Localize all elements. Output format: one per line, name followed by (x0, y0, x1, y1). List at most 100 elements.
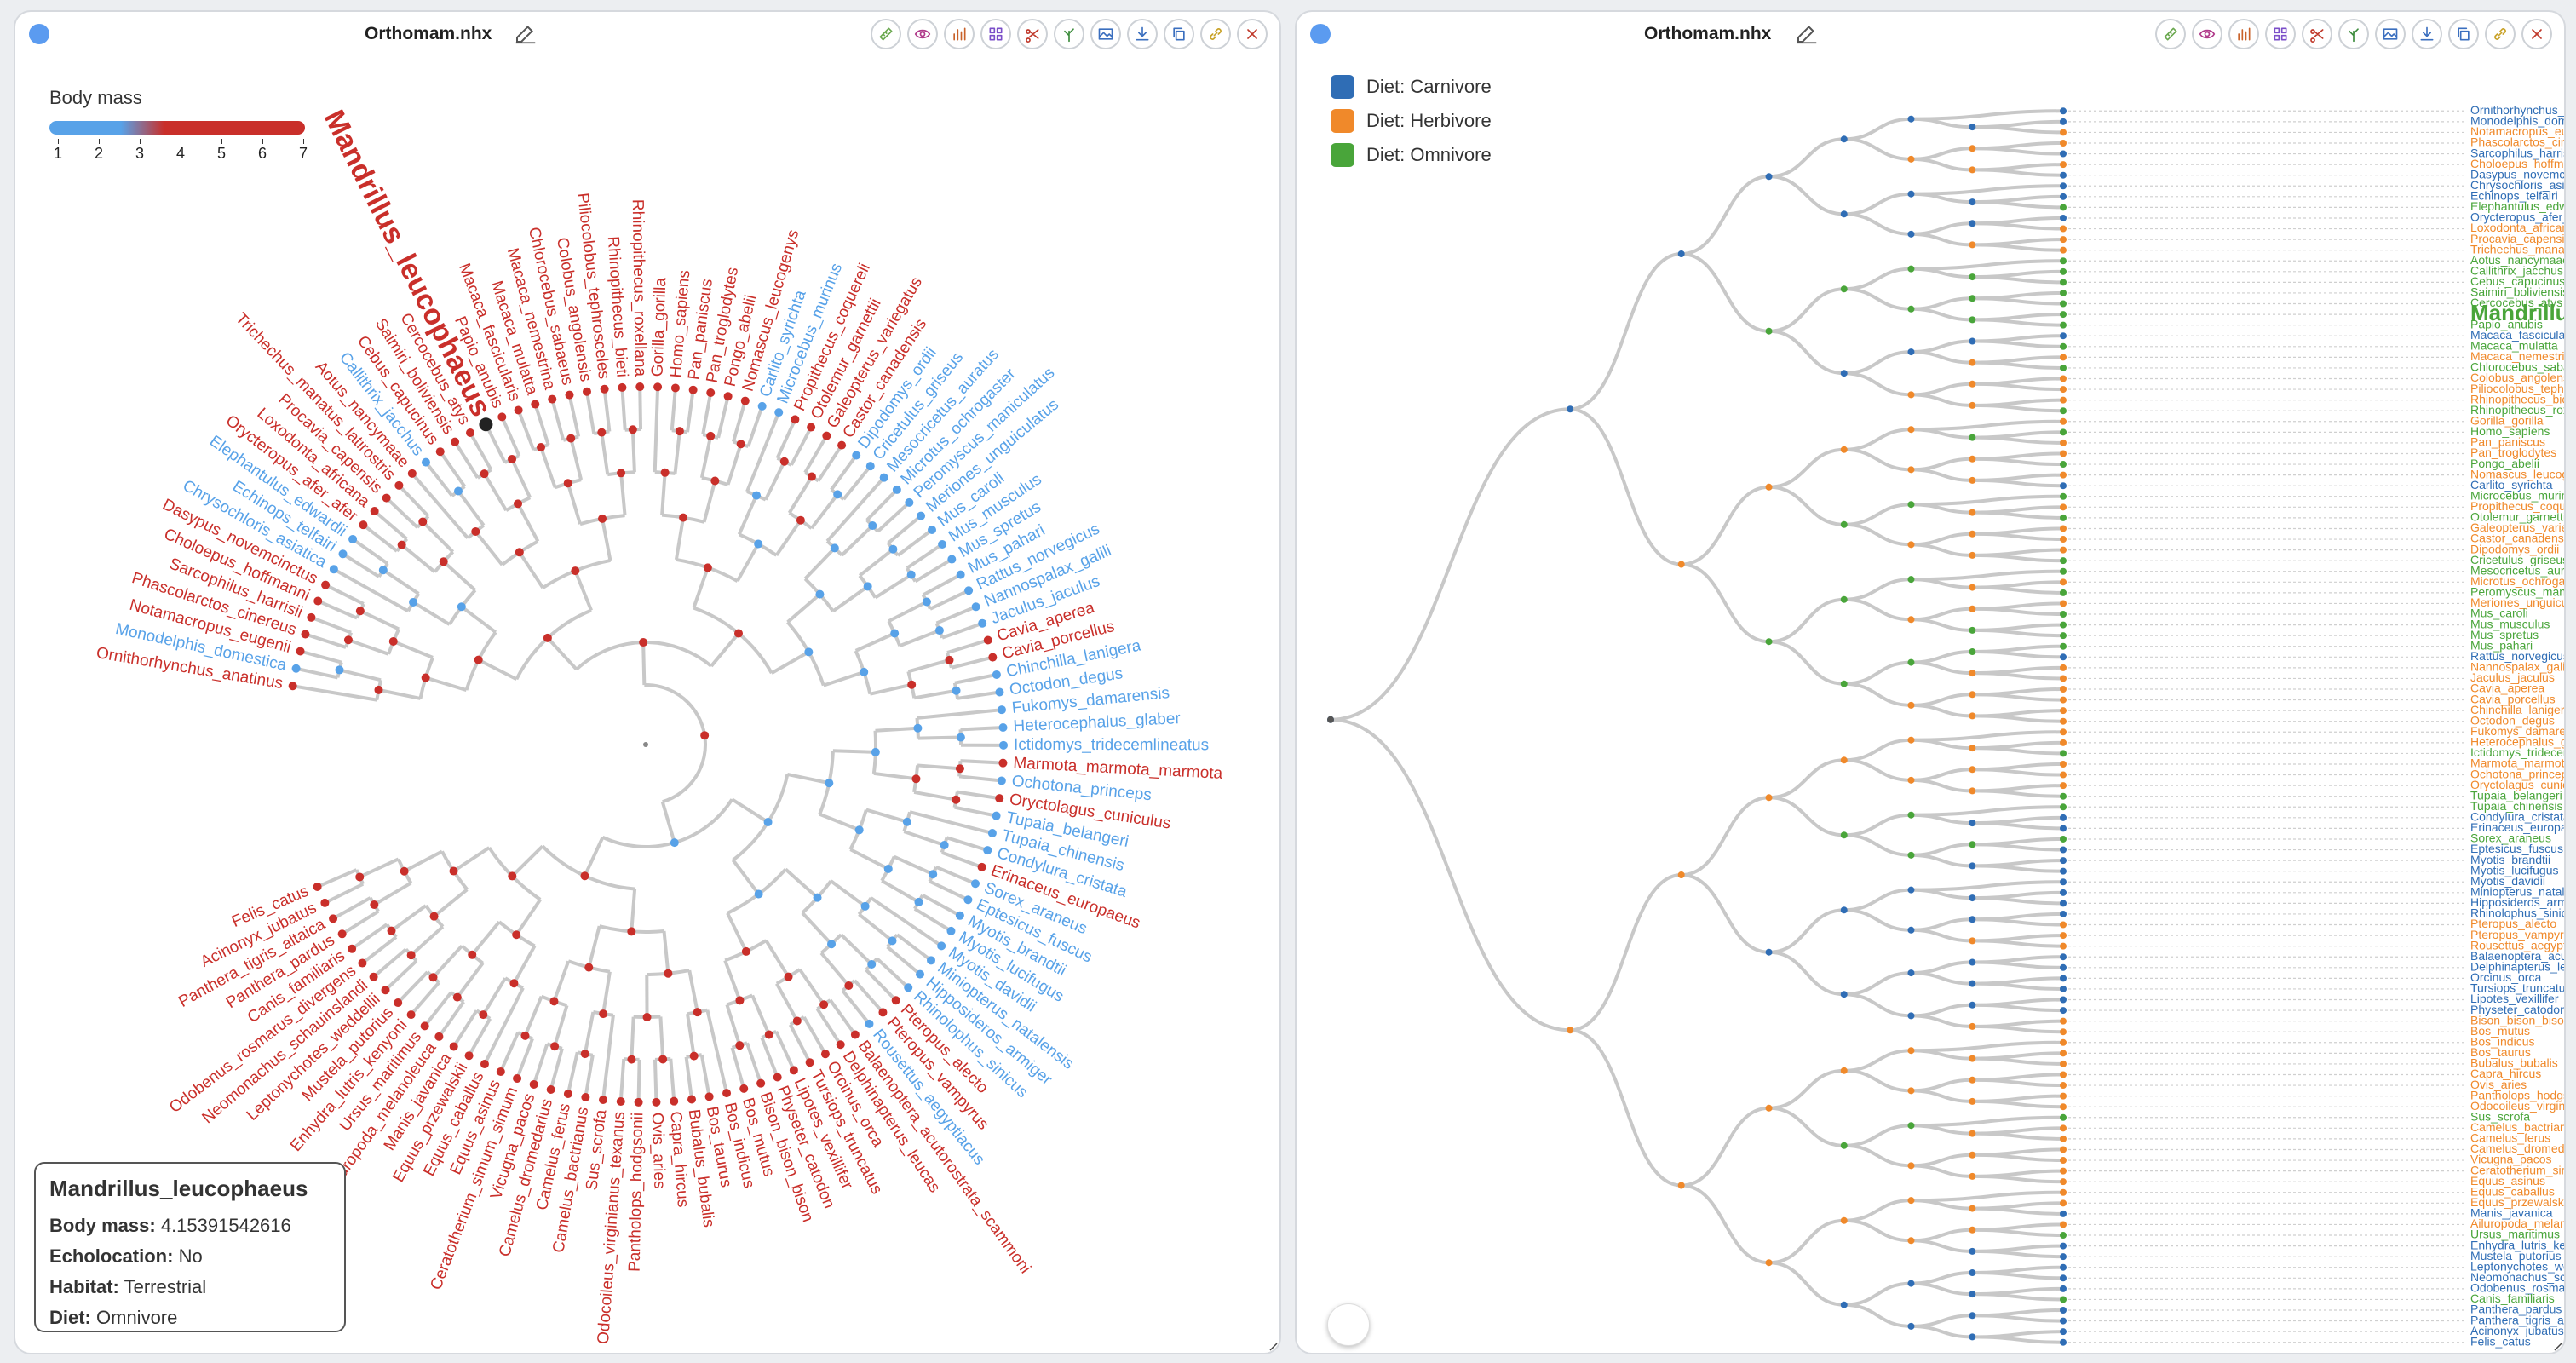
leaf-node[interactable] (791, 415, 800, 424)
leaf-node[interactable] (313, 596, 323, 606)
tree-node[interactable] (833, 490, 842, 499)
tree-node[interactable] (1969, 712, 1976, 720)
leaf-node[interactable] (2060, 1199, 2067, 1207)
tree-node[interactable] (1969, 509, 1976, 516)
tree-node[interactable] (1907, 811, 1915, 819)
leaf-node[interactable] (2060, 846, 2067, 854)
species-label[interactable]: Bubalus_bubalis (2470, 1056, 2558, 1070)
tree-node[interactable] (754, 539, 763, 549)
leaf-node[interactable] (2060, 1285, 2067, 1292)
tree-node[interactable] (752, 491, 762, 500)
tree-node[interactable] (628, 425, 637, 434)
tree-node[interactable] (429, 912, 439, 921)
leaf-node[interactable] (548, 394, 557, 404)
leaf-node[interactable] (2060, 386, 2067, 394)
tree-node[interactable] (1969, 1151, 1976, 1159)
tree-node[interactable] (1969, 894, 1976, 902)
species-label[interactable]: Camelus_bactrianus (2470, 1120, 2564, 1134)
leaf-node[interactable] (2060, 171, 2067, 179)
leaf-node[interactable] (407, 469, 417, 478)
tree-node[interactable] (813, 893, 822, 902)
species-label[interactable]: Saimiri_boliviensis (2470, 285, 2564, 299)
species-label[interactable]: Physeter_catodon (2470, 1003, 2564, 1016)
leaf-node[interactable] (2060, 1232, 2067, 1239)
species-label[interactable]: Eptesicus_fuscus (2470, 842, 2563, 855)
scissors-button[interactable] (2302, 19, 2332, 49)
tree-node[interactable] (1969, 691, 1976, 699)
tree-node[interactable] (736, 440, 745, 449)
leaf-node[interactable] (406, 1010, 416, 1020)
leaf-node[interactable] (2060, 204, 2067, 211)
tree-node[interactable] (815, 589, 825, 599)
species-label[interactable]: Equus_asinus (2470, 1174, 2545, 1188)
leaf-node[interactable] (2060, 717, 2067, 725)
tree-node[interactable] (597, 428, 607, 437)
species-label[interactable]: Chlorocebus_sabaeus (2470, 360, 2564, 374)
grid-button[interactable] (980, 19, 1011, 49)
tree-node[interactable] (1840, 906, 1848, 914)
tree-node[interactable] (1840, 595, 1848, 603)
species-label[interactable]: Cavia_aperea (2470, 682, 2544, 695)
leaf-node[interactable] (789, 1066, 798, 1075)
species-label[interactable]: Myotis_brandtii (2470, 853, 2550, 866)
leaf-node[interactable] (978, 618, 987, 628)
leaf-node[interactable] (514, 405, 523, 415)
tree-node[interactable] (914, 897, 923, 906)
leaf-node[interactable] (2060, 611, 2067, 618)
species-label[interactable]: Heterocephalus_glaber (2470, 735, 2564, 749)
tree-node[interactable] (566, 434, 576, 443)
tree-node[interactable] (1907, 155, 1915, 163)
tree-node[interactable] (1969, 584, 1976, 591)
tree-node[interactable] (1907, 658, 1915, 666)
tree-node[interactable] (1840, 991, 1848, 998)
leaf-node[interactable] (2060, 557, 2067, 565)
tree-node[interactable] (754, 889, 763, 899)
tree-node[interactable] (1969, 337, 1976, 345)
download-button[interactable] (1127, 19, 1158, 49)
leaf-node[interactable] (852, 451, 861, 460)
tree-node[interactable] (1765, 794, 1773, 802)
leaf-node[interactable] (992, 811, 1001, 820)
link-button[interactable] (1200, 19, 1231, 49)
tree-node[interactable] (763, 818, 773, 827)
tree-node[interactable] (1969, 1226, 1976, 1234)
leaf-node[interactable] (988, 653, 998, 662)
tree-node[interactable] (1969, 241, 1976, 249)
zoom-knob[interactable] (1327, 1303, 1370, 1346)
leaf-node[interactable] (320, 898, 330, 907)
leaf-node[interactable] (2060, 1188, 2067, 1196)
species-label[interactable]: Macaca_nemestrina (2470, 349, 2564, 363)
leaf-node[interactable] (2060, 428, 2067, 436)
tree-node[interactable] (1907, 1012, 1915, 1020)
tree-node[interactable] (807, 472, 816, 481)
species-label[interactable]: Castor_canadensis (2470, 532, 2564, 545)
tree-node[interactable] (1907, 466, 1915, 474)
tree-node[interactable] (1969, 1097, 1976, 1105)
leaf-node[interactable] (687, 1095, 697, 1104)
leaf-node[interactable] (995, 687, 1004, 697)
leaf-node[interactable] (2060, 536, 2067, 543)
species-label[interactable]: Vicugna_pacos (2470, 1153, 2551, 1166)
leaf-node[interactable] (757, 401, 767, 411)
tree-node[interactable] (784, 972, 793, 981)
tree-node[interactable] (830, 543, 839, 553)
tree-node[interactable] (1765, 948, 1773, 956)
tree-node[interactable] (1907, 1197, 1915, 1205)
tree-node[interactable] (1677, 1182, 1685, 1189)
leaf-node[interactable] (2060, 867, 2067, 875)
species-label[interactable]: Loxodonta_africana (2470, 221, 2564, 234)
tree-node[interactable] (689, 1051, 699, 1061)
tree-node[interactable] (796, 515, 805, 525)
leaf-node[interactable] (634, 1097, 643, 1107)
tree-node[interactable] (1765, 173, 1773, 181)
leaf-node[interactable] (865, 462, 875, 471)
species-label[interactable]: Ornithorhynchus_anatinus (2470, 103, 2564, 117)
species-label[interactable]: Pteropus_alecto (2470, 917, 2556, 930)
species-label[interactable]: Macaca_fascicularis (2470, 328, 2564, 342)
leaf-node[interactable] (581, 1093, 590, 1102)
leaf-node[interactable] (704, 1092, 714, 1101)
close-button[interactable] (1237, 19, 1268, 49)
leaf-node[interactable] (956, 570, 965, 579)
eye-button[interactable] (2192, 19, 2222, 49)
tree-node[interactable] (563, 479, 572, 488)
